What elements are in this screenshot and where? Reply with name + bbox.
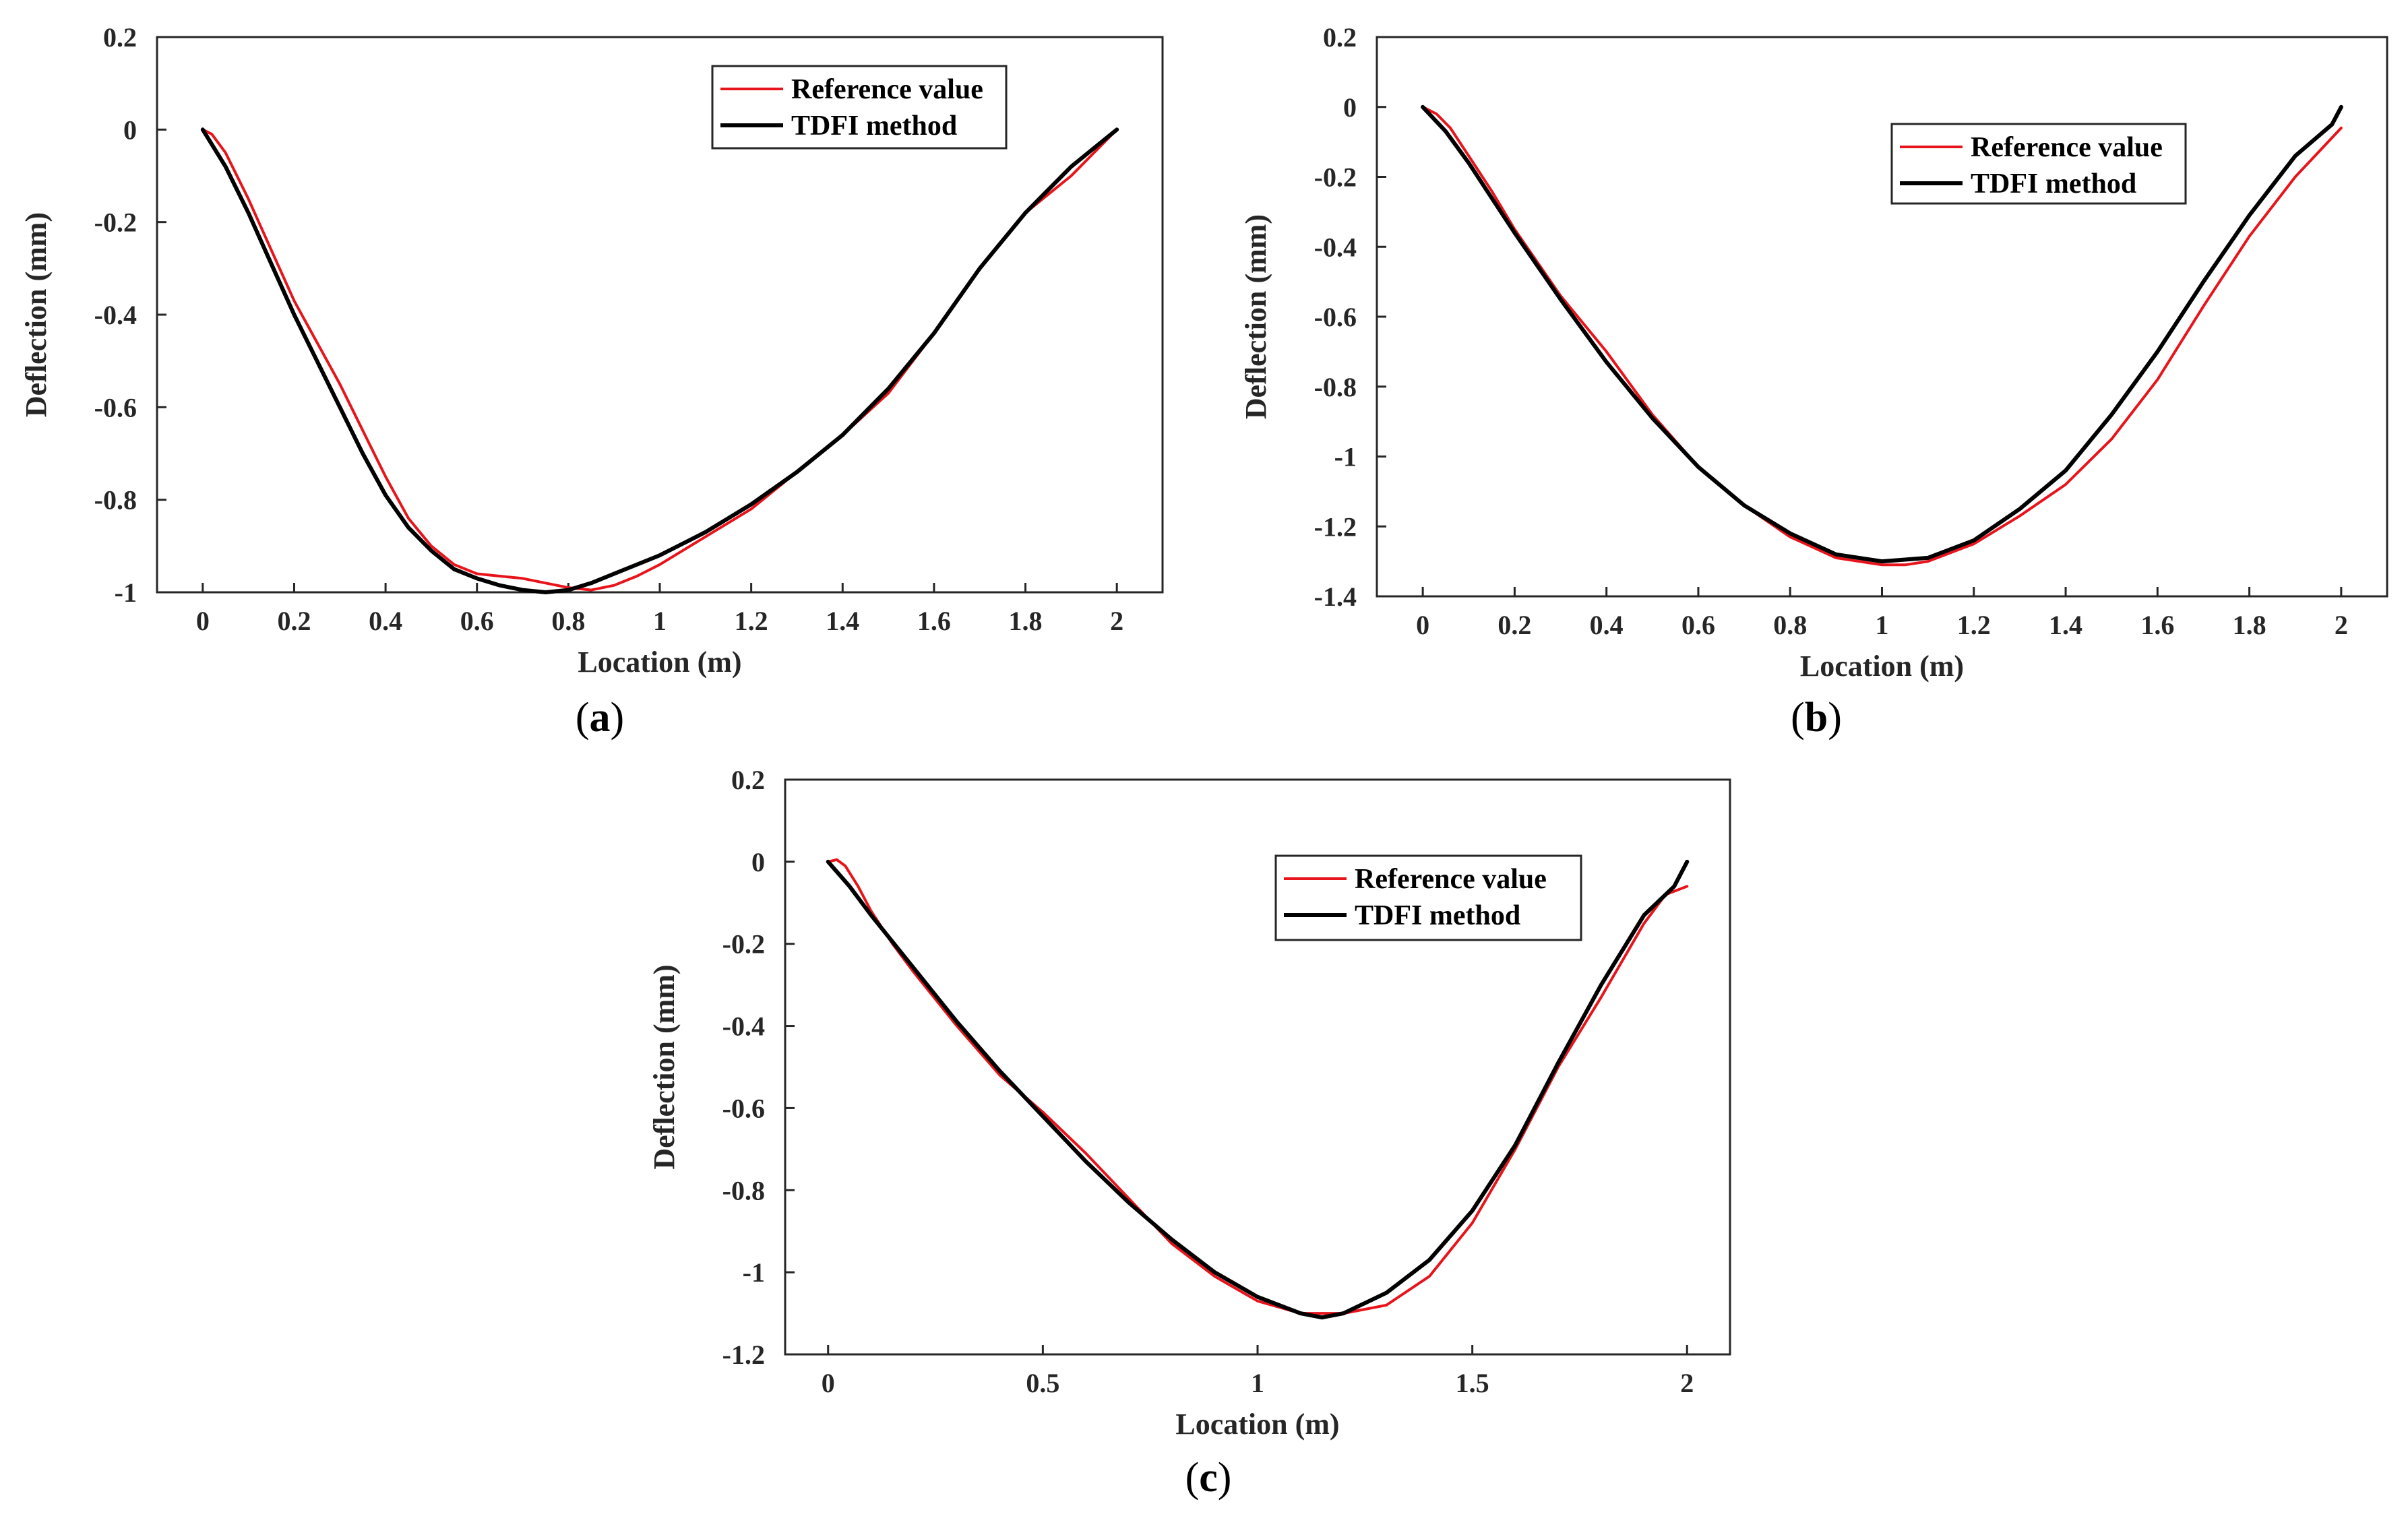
panel-b-x-tick-label: 0.4 bbox=[1590, 610, 1624, 640]
panel-b-legend bbox=[1890, 123, 2187, 205]
panel-a-plot-frame bbox=[156, 36, 1164, 594]
panel-c-y-tick-label: 0 bbox=[751, 847, 765, 877]
panel-a-x-tick-label: 0.4 bbox=[369, 606, 402, 636]
panel-b-y-tick-label: 0.2 bbox=[1323, 22, 1357, 53]
panel-c-label: (c) bbox=[1185, 1455, 1232, 1501]
panel-a-y-tick-label: -1 bbox=[115, 577, 137, 608]
panel-b-series-tdfi-method-line bbox=[1421, 104, 2343, 564]
panel-a-y-tick-label: -0.4 bbox=[94, 300, 137, 330]
panel-c-x-tick-label: 2 bbox=[1680, 1368, 1694, 1398]
panel-c-y-axis-title: Deflection (mm) bbox=[648, 964, 681, 1169]
panel-a-label: (a) bbox=[576, 695, 624, 741]
panel-c-x-tick-label: 1.5 bbox=[1456, 1368, 1489, 1398]
panel-b-y-tick-label: -0.8 bbox=[1314, 372, 1357, 402]
panel-a-legend-label: Reference value bbox=[791, 74, 983, 105]
panel-a-x-tick-label: 1.6 bbox=[917, 606, 951, 636]
panel-c-legend bbox=[1274, 854, 1582, 941]
panel-c-chart: 0 0.5 1 1.5 2 -1.2 -1 -0.8 -0.6 -0.4 -0.2 0 0.2 Locat… bbox=[648, 765, 1731, 1501]
panel-a-x-tick-label: 1.4 bbox=[826, 606, 859, 636]
panel-b-x-tick-label: 0.8 bbox=[1773, 610, 1807, 640]
panel-c-legend-label: TDFI method bbox=[1355, 900, 1520, 931]
panel-c-x-tick-label: 0.5 bbox=[1026, 1368, 1059, 1398]
panel-a-x-tick-label: 1 bbox=[653, 606, 667, 636]
panel-c-series-tdfi-method-line bbox=[826, 859, 1690, 1320]
panel-b-y-tick-label: -0.4 bbox=[1314, 232, 1357, 262]
panel-c-y-tick-label: -0.4 bbox=[722, 1011, 765, 1042]
panel-c-y-tick-label: -0.6 bbox=[722, 1093, 765, 1123]
panel-b-x-tick-label: 1.4 bbox=[2049, 610, 2082, 640]
panel-a-series-reference-value-line bbox=[201, 128, 1119, 592]
panel-a-y-tick-label: 0.2 bbox=[103, 22, 137, 53]
panel-b-x-tick-label: 1.2 bbox=[1957, 610, 1991, 640]
panel-a-x-tick-label: 0.6 bbox=[460, 606, 494, 636]
panel-b-x-tick-label: 0.2 bbox=[1498, 610, 1531, 640]
panel-b-label-letter: b bbox=[1805, 695, 1828, 741]
panel-a-x-tick-label: 0 bbox=[196, 606, 210, 636]
panel-b-x-tick-label: 2 bbox=[2335, 610, 2348, 640]
panel-a-x-tick-label: 0.8 bbox=[551, 606, 585, 636]
panel-a-x-tick-label: 1.8 bbox=[1009, 606, 1043, 636]
panel-a-x-tick-label: 1.2 bbox=[735, 606, 768, 636]
panel-c-y-tick-label: -1.2 bbox=[722, 1340, 765, 1370]
panel-b-x-tick-label: 0.6 bbox=[1681, 610, 1715, 640]
panel-a-x-axis-title: Location (m) bbox=[578, 646, 741, 679]
panel-b-y-tick-label: -1.4 bbox=[1314, 582, 1357, 612]
panel-c-label-letter: c bbox=[1199, 1455, 1218, 1501]
panel-b-legend-label: Reference value bbox=[1971, 132, 2163, 163]
panel-c-x-tick-label: 0 bbox=[822, 1368, 835, 1398]
panel-b-y-tick-label: -1.2 bbox=[1314, 511, 1357, 542]
panel-b-y-tick-label: -1 bbox=[1334, 442, 1357, 472]
panel-b-chart: 0 0.2 0.4 0.6 0.8 1 1.2 1.4 1.6 1.8 2 -1.4 -1.2 -1 -0.… bbox=[1239, 22, 2388, 741]
panel-a-chart: 0 0.2 0.4 0.6 0.8 1 1.2 1.4 1.6 1.8 2 -1 -0.8 -0.6 -0.… bbox=[20, 22, 1164, 741]
panel-b-x-tick-label: 1.6 bbox=[2140, 610, 2174, 640]
panel-c-legend-label: Reference value bbox=[1355, 864, 1547, 895]
panel-a-y-tick-label: 0 bbox=[123, 115, 137, 145]
panel-c-y-tick-label: 0.2 bbox=[731, 765, 765, 795]
panel-b-x-tick-label: 1.8 bbox=[2233, 610, 2266, 640]
panel-b-x-tick-label: 0 bbox=[1416, 610, 1429, 640]
panel-c-x-tick-label: 1 bbox=[1251, 1368, 1264, 1398]
panel-b-series-reference-value-line bbox=[1421, 105, 2343, 567]
panel-a-y-tick-label: -0.8 bbox=[94, 485, 137, 515]
panel-b-x-tick-label: 1 bbox=[1876, 610, 1889, 640]
panel-b-x-axis-title: Location (m) bbox=[1800, 650, 1964, 683]
panel-b-y-tick-label: -0.6 bbox=[1314, 302, 1357, 332]
panel-b-y-tick-label: 0 bbox=[1343, 92, 1357, 123]
panel-c-y-tick-label: -0.2 bbox=[722, 929, 765, 960]
panel-c-x-axis-title: Location (m) bbox=[1175, 1408, 1339, 1441]
panel-a-y-tick-label: -0.6 bbox=[94, 392, 137, 422]
panel-a-series-tdfi-method-line bbox=[200, 127, 1119, 594]
panel-b-y-tick-label: -0.2 bbox=[1314, 162, 1357, 193]
panel-b-label: (b) bbox=[1791, 695, 1842, 741]
panel-a-y-axis-title: Deflection (mm) bbox=[20, 212, 53, 417]
panel-c-y-tick-label: -1 bbox=[743, 1257, 765, 1288]
panel-b-y-axis-title: Deflection (mm) bbox=[1239, 214, 1272, 419]
panel-c-y-tick-label: -0.8 bbox=[722, 1175, 765, 1205]
panel-b-plot-frame bbox=[1376, 36, 2388, 598]
panel-a-y-tick-label: -0.2 bbox=[94, 208, 137, 238]
panel-a-legend-label: TDFI method bbox=[791, 111, 957, 142]
panel-a-x-tick-label: 0.2 bbox=[277, 606, 311, 636]
panel-a-label-letter: a bbox=[590, 695, 611, 741]
panel-a-legend bbox=[711, 65, 1008, 150]
panel-a-x-tick-label: 2 bbox=[1110, 606, 1123, 636]
panel-b-legend-label: TDFI method bbox=[1971, 168, 2136, 199]
panel-c-plot-frame bbox=[784, 778, 1731, 1356]
